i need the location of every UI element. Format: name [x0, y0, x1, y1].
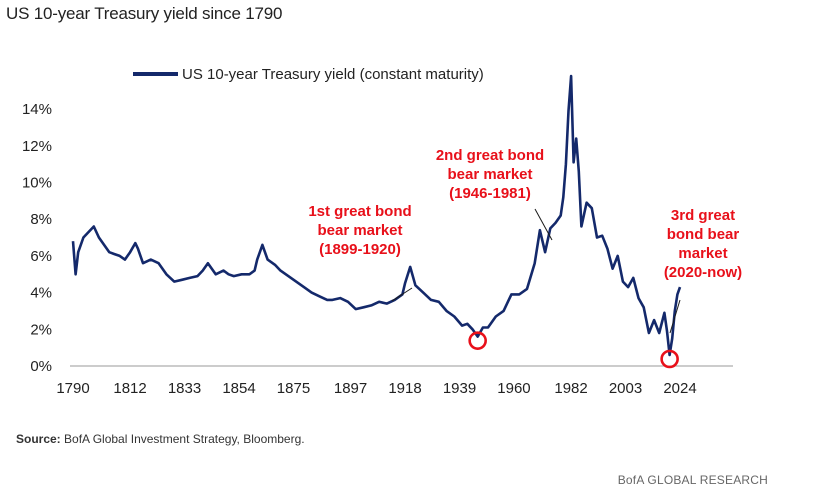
annotation-text: 1st great bond bear market (1899-1920): [308, 203, 411, 258]
circle-marker: [660, 349, 679, 369]
x-axis-ticks: 1790 1812 1833 1854 1875 1897 1918 1939 1960 1982…: [56, 380, 696, 397]
annotation-text: 3rd great bond bear market (2020-now): [664, 207, 742, 281]
x-tick-label: 1854: [222, 380, 255, 397]
x-tick-label: 1833: [168, 380, 201, 397]
y-tick-label: 14%: [22, 101, 52, 118]
x-tick-label: 1812: [113, 380, 146, 397]
annotation-text: 2nd great bond bear market (1946-1981): [436, 147, 544, 202]
chart-title: US 10-year Treasury yield since 1790: [6, 4, 283, 23]
source-note: Source: BofA Global Investment Strategy,…: [16, 432, 305, 446]
y-tick-label: 10%: [22, 175, 52, 192]
x-tick-label: 1982: [554, 380, 587, 397]
series-line: [71, 74, 682, 357]
legend: US 10-year Treasury yield (constant matu…: [133, 66, 484, 83]
y-tick-label: 6%: [30, 248, 52, 265]
yield-chart: 0% 2% 4% 6% 8% 10% 12% 14% 1790 1812 1833 1854 1875…: [22, 66, 742, 397]
x-tick-label: 1960: [497, 380, 530, 397]
brand-label: BofA GLOBAL RESEARCH: [617, 473, 768, 487]
y-tick-label: 2%: [30, 321, 52, 338]
y-axis-ticks: 0% 2% 4% 6% 8% 10% 12% 14%: [22, 101, 52, 375]
circle-marker: [468, 331, 487, 350]
legend-label: US 10-year Treasury yield (constant matu…: [182, 66, 484, 83]
series-group: [71, 74, 682, 357]
annotation-leader: [669, 299, 681, 334]
x-tick-label: 1939: [443, 380, 476, 397]
y-tick-label: 0%: [30, 358, 52, 375]
x-tick-label: 2003: [609, 380, 642, 397]
x-tick-label: 1918: [388, 380, 421, 397]
y-tick-label: 4%: [30, 285, 52, 302]
annotation-leader: [534, 208, 553, 241]
annotations-group: 1st great bond bear market (1899-1920) 2nd …: [308, 147, 742, 369]
source-label: Source:: [16, 432, 61, 446]
source-text: BofA Global Investment Strategy, Bloombe…: [60, 432, 305, 446]
y-tick-label: 12%: [22, 138, 52, 155]
x-tick-label: 1790: [56, 380, 89, 397]
x-tick-label: 1875: [277, 380, 310, 397]
y-tick-label: 8%: [30, 211, 52, 228]
annotation-leader: [391, 287, 413, 302]
x-tick-label: 2024: [663, 380, 696, 397]
x-tick-label: 1897: [334, 380, 367, 397]
